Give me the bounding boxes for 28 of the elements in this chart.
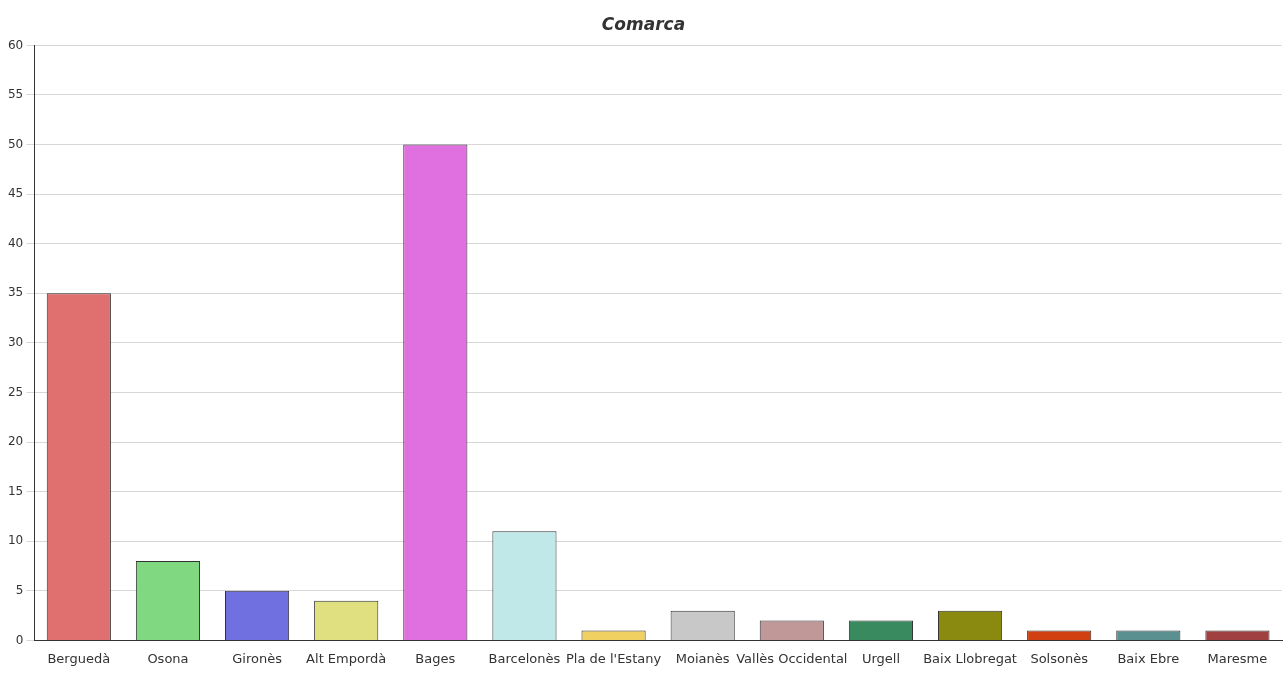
y-tick-label: 55 <box>7 87 24 102</box>
y-tick-label: 0 <box>15 632 24 647</box>
y-tick-label: 30 <box>7 335 24 350</box>
x-tick-label: Bages <box>415 650 456 666</box>
x-tick-label: Vallès Occidental <box>736 650 848 666</box>
chart-title: Comarca <box>601 13 686 34</box>
x-tick-label: Baix Ebre <box>1117 650 1180 666</box>
x-tick-label: Moianès <box>675 650 730 666</box>
x-tick-label: Berguedà <box>47 650 111 666</box>
x-tick-label: Solsonès <box>1030 650 1089 666</box>
x-tick-label: Maresme <box>1207 650 1268 666</box>
x-tick-label: Urgell <box>861 650 900 666</box>
y-tick-label: 35 <box>7 285 24 300</box>
y-tick-label: 60 <box>7 37 24 52</box>
y-tick-label: 5 <box>15 582 24 597</box>
x-tick-label: Baix Llobregat <box>923 650 1017 666</box>
y-tick-label: 40 <box>7 235 24 250</box>
x-tick-label: Barcelonès <box>488 650 561 666</box>
y-tick-label: 25 <box>7 384 24 399</box>
x-tick-label: Osona <box>147 650 189 666</box>
y-tick-label: 10 <box>7 533 24 548</box>
y-tick-label: 50 <box>7 136 24 151</box>
x-tick-label: Pla de l'Estany <box>566 650 662 666</box>
y-tick-label: 45 <box>7 186 24 201</box>
y-tick-label: 20 <box>7 434 24 449</box>
x-tick-label: Alt Empordà <box>306 650 387 666</box>
y-tick-label: 15 <box>7 483 24 498</box>
x-tick-label: Gironès <box>232 650 283 666</box>
